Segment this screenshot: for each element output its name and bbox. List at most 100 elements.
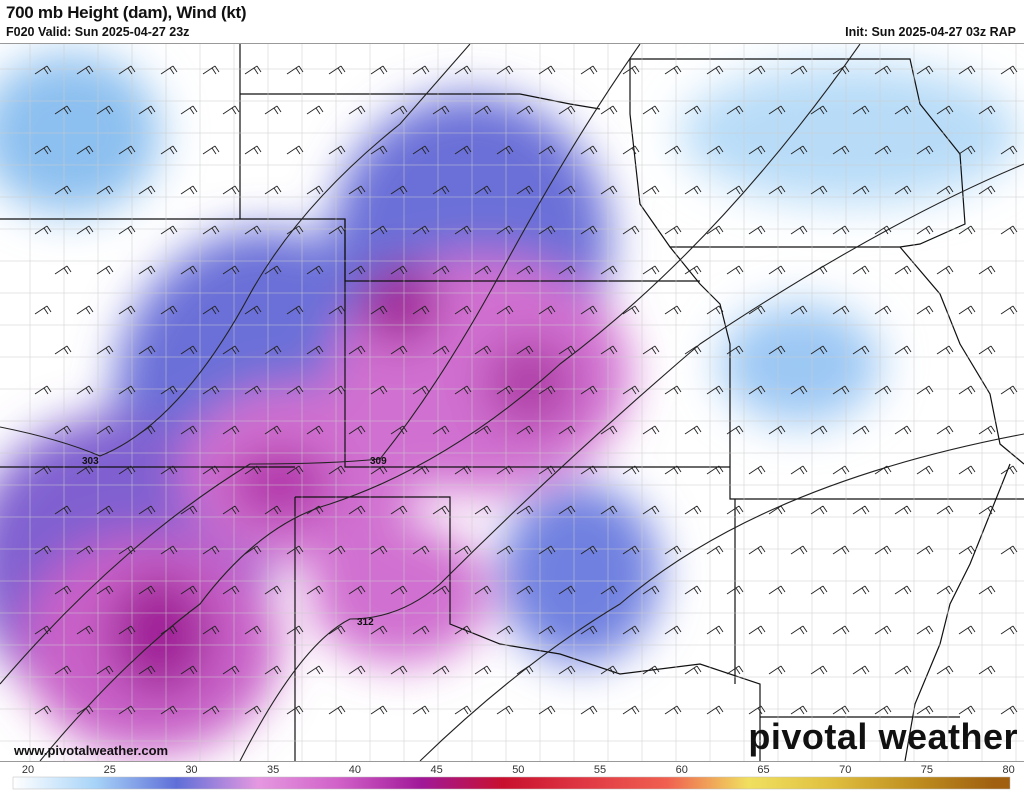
- wind-barb: [348, 265, 366, 275]
- wind-barb: [454, 465, 472, 475]
- wind-barb: [958, 545, 976, 555]
- wind-barb: [642, 665, 660, 675]
- wind-barb: [790, 465, 808, 475]
- wind-barb: [706, 705, 724, 715]
- wind-barb: [706, 225, 724, 235]
- wind-barb: [664, 225, 682, 235]
- wind-barb: [34, 145, 52, 155]
- wind-barb: [390, 505, 408, 515]
- wind-barb: [916, 385, 934, 395]
- website-url[interactable]: www.pivotalweather.com: [14, 743, 169, 758]
- wind-barb: [538, 385, 556, 395]
- wind-barb: [306, 505, 324, 515]
- wind-barb: [202, 65, 220, 75]
- wind-barb: [580, 225, 598, 235]
- wind-barb: [222, 505, 240, 515]
- wind-barb: [790, 385, 808, 395]
- wind-barb: [34, 305, 52, 315]
- wind-barb: [180, 425, 198, 435]
- wind-barb: [852, 105, 870, 115]
- wind-barb: [580, 145, 598, 155]
- wind-barb: [936, 185, 954, 195]
- wind-barb: [474, 185, 492, 195]
- wind-barb: [580, 385, 598, 395]
- wind-barb: [894, 505, 912, 515]
- wind-barb: [726, 265, 744, 275]
- wind-barb: [684, 105, 702, 115]
- wind-barb: [810, 665, 828, 675]
- wind-barb: [874, 65, 892, 75]
- wind-barb: [180, 505, 198, 515]
- wind-barb: [118, 625, 136, 635]
- valid-time: F020 Valid: Sun 2025-04-27 23z: [6, 25, 190, 39]
- wind-barb: [622, 545, 640, 555]
- wind-barb: [748, 465, 766, 475]
- wind-barb: [96, 105, 114, 115]
- wind-barb: [558, 425, 576, 435]
- wind-barb: [118, 385, 136, 395]
- wind-barb: [180, 585, 198, 595]
- wind-barb: [768, 425, 786, 435]
- wind-barb: [810, 505, 828, 515]
- wind-barb: [832, 465, 850, 475]
- wind-barb: [370, 705, 388, 715]
- wind-barb: [538, 65, 556, 75]
- wind-barb: [202, 465, 220, 475]
- wind-barb: [516, 105, 534, 115]
- colorbar-tick-label: 35: [267, 764, 279, 776]
- wind-barb: [958, 65, 976, 75]
- wind-barb: [642, 105, 660, 115]
- wind-barb: [264, 425, 282, 435]
- wind-barb: [1000, 545, 1018, 555]
- wind-barb: [306, 345, 324, 355]
- wind-barb: [894, 345, 912, 355]
- wind-barb: [558, 665, 576, 675]
- wind-barb: [664, 545, 682, 555]
- wind-barb: [160, 465, 178, 475]
- wind-barb: [936, 585, 954, 595]
- wind-barb: [790, 145, 808, 155]
- wind-barb: [432, 265, 450, 275]
- wind-barb: [558, 505, 576, 515]
- wind-barb: [286, 625, 304, 635]
- wind-barb: [832, 385, 850, 395]
- wind-barb: [664, 65, 682, 75]
- wind-barb: [202, 145, 220, 155]
- wind-barb: [202, 225, 220, 235]
- wind-barb: [264, 665, 282, 675]
- wind-barb: [306, 185, 324, 195]
- wind-barb: [516, 425, 534, 435]
- wind-barb: [958, 705, 976, 715]
- colorbar-tick-label: 60: [676, 764, 688, 776]
- wind-barb: [76, 305, 94, 315]
- wind-barb: [558, 265, 576, 275]
- wind-barb: [936, 665, 954, 675]
- wind-barb: [978, 105, 996, 115]
- wind-barb: [34, 545, 52, 555]
- wind-barb: [496, 225, 514, 235]
- wind-barb: [286, 225, 304, 235]
- wind-barb: [936, 345, 954, 355]
- contour-line: [0, 44, 471, 457]
- wind-barb: [852, 345, 870, 355]
- wind-barb: [412, 65, 430, 75]
- wind-barb: [160, 545, 178, 555]
- wind-barb: [516, 345, 534, 355]
- wind-barb: [222, 105, 240, 115]
- wind-barb: [958, 225, 976, 235]
- wind-barb: [412, 545, 430, 555]
- wind-barb: [222, 665, 240, 675]
- wind-barb: [348, 665, 366, 675]
- wind-barb: [328, 225, 346, 235]
- wind-barb: [600, 105, 618, 115]
- wind-barb: [432, 665, 450, 675]
- wind-barb: [160, 625, 178, 635]
- wind-barb: [244, 225, 262, 235]
- wind-barb: [622, 705, 640, 715]
- wind-barb: [264, 265, 282, 275]
- wind-barb: [474, 665, 492, 675]
- wind-barb: [474, 345, 492, 355]
- wind-barb: [622, 305, 640, 315]
- contour-line: [419, 433, 1024, 761]
- wind-barb: [286, 145, 304, 155]
